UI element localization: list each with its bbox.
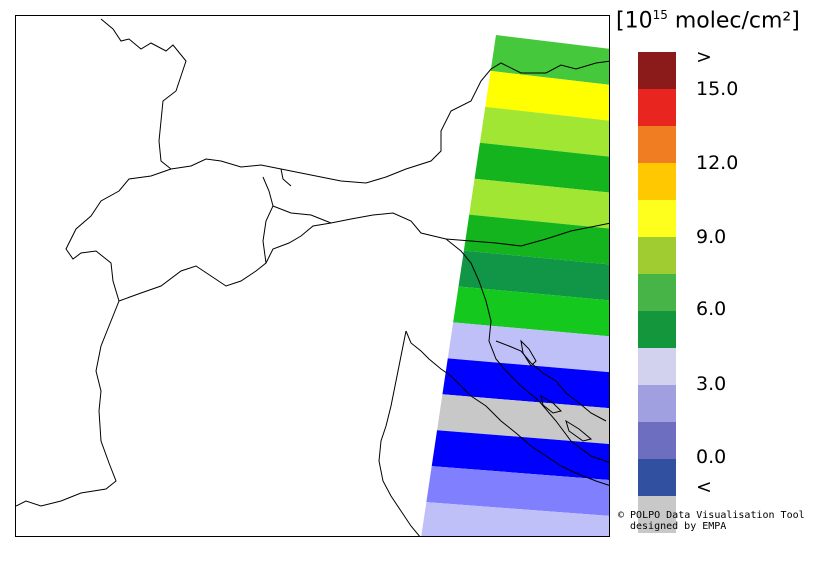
border-line (280, 168, 292, 187)
border-line (170, 60, 609, 184)
colorbar-cell (638, 385, 676, 422)
border-line (272, 205, 332, 224)
border-line (262, 176, 274, 264)
swath-band (479, 106, 609, 157)
colorbar-cell (638, 422, 676, 459)
swath-band (453, 286, 609, 337)
island (540, 394, 562, 414)
coastline (495, 340, 607, 422)
colorbar-label: < (696, 476, 712, 498)
colorbar-label: 12.0 (696, 152, 739, 174)
border-line (118, 212, 609, 302)
colorbar-label: 3.0 (696, 373, 727, 395)
swath-band (442, 358, 609, 409)
colorbar-cell (638, 348, 676, 385)
border-line (65, 168, 172, 302)
island (520, 339, 537, 367)
colorbar-label: 6.0 (696, 298, 727, 320)
colorbar-label: 0.0 (696, 446, 727, 468)
colorbar-cell (638, 126, 676, 163)
credit-line-2: designed by EMPA (630, 521, 727, 532)
colorbar-cell (638, 459, 676, 496)
colorbar-cell (638, 200, 676, 237)
swath-band (421, 502, 609, 536)
colorbar (638, 52, 676, 533)
satellite-swath (421, 35, 609, 536)
unit-label: [1015 molec/cm²] (616, 8, 800, 34)
swath-band (426, 466, 609, 516)
country-borders (16, 18, 609, 536)
swath-band (458, 250, 609, 301)
coastline (405, 330, 609, 486)
coastline (378, 330, 420, 536)
colorbar-cell (638, 311, 676, 348)
border-line (445, 238, 609, 463)
border-line (16, 300, 120, 507)
swath-band (469, 178, 609, 229)
colorbar-cell (638, 52, 676, 89)
colorbar-label: 15.0 (696, 78, 739, 100)
swath-band (485, 70, 609, 121)
swath-band (463, 214, 609, 265)
island (565, 419, 593, 442)
map-frame (15, 15, 610, 537)
swath-band (474, 142, 609, 193)
colorbar-cell (638, 237, 676, 274)
colorbar-cell (638, 89, 676, 126)
map-canvas (16, 18, 609, 536)
colorbar-cell (638, 163, 676, 200)
colorbar-cell (638, 274, 676, 311)
colorbar-label: 9.0 (696, 226, 727, 248)
border-line (100, 18, 187, 170)
colorbar-label: > (696, 46, 712, 68)
swath-band (437, 394, 609, 445)
swath-band (447, 322, 609, 373)
credit-line-1: © POLPO Data Visualisation Tool (618, 510, 805, 521)
colorbar-cell (638, 496, 676, 533)
credit-text: © POLPO Data Visualisation Tool designed… (618, 510, 805, 532)
